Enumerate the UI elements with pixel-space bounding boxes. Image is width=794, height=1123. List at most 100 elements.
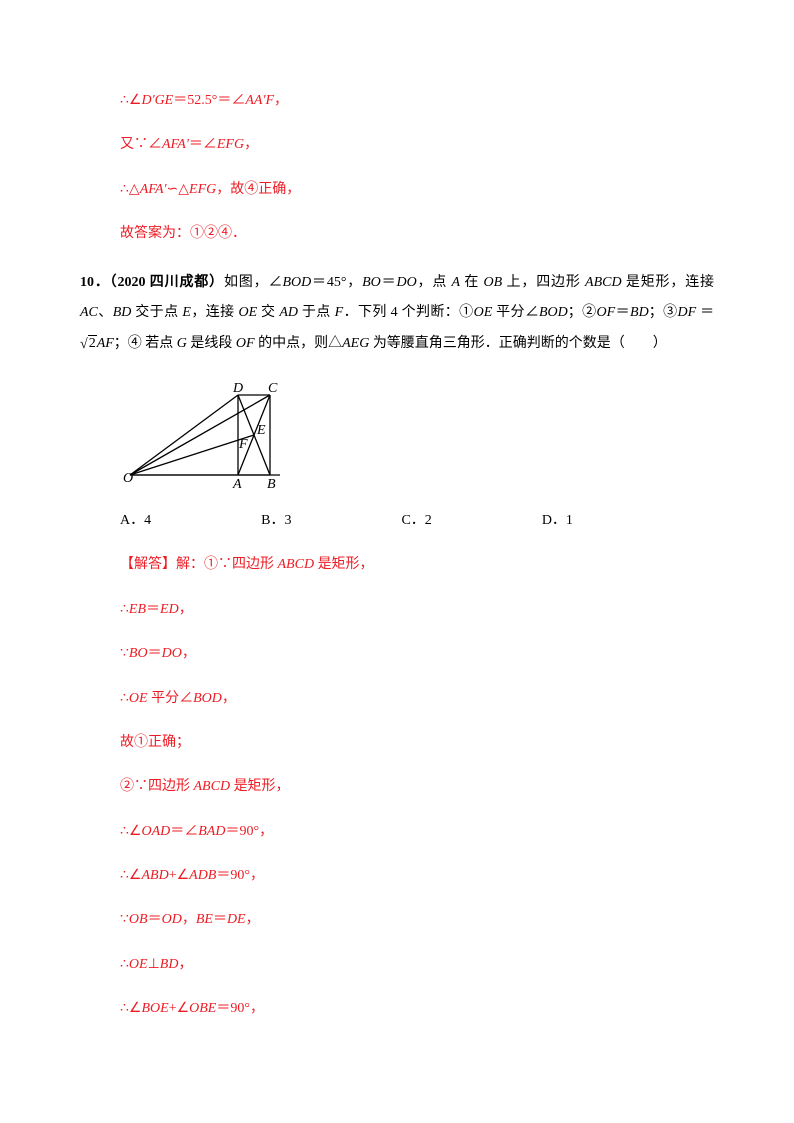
text: ＝ [615, 305, 630, 320]
var: BD [113, 305, 132, 320]
var: EFG [217, 137, 244, 152]
text: ， [179, 602, 193, 617]
label-C: C [268, 381, 278, 396]
var: AFA' [140, 182, 167, 197]
var: ABCD [585, 275, 622, 290]
diagram-svg: O A B C D E F [120, 380, 290, 490]
text: 故①正确； [120, 735, 190, 750]
text: ＝ [146, 602, 160, 617]
text: 是矩形， [314, 557, 374, 572]
text: ∴△ [120, 182, 140, 197]
options-row: A．4 B．3 C．2 D．1 [80, 510, 714, 532]
text: 【解答】 [120, 557, 176, 572]
text: ⊥ [148, 957, 160, 972]
solution-line-4: 故①正确； [80, 732, 714, 754]
text: ， [222, 691, 236, 706]
text: 若点 [145, 336, 177, 351]
text: ②∵四边形 [120, 779, 194, 794]
text: 的中点，则△ [255, 336, 343, 351]
var: A [452, 275, 461, 290]
var: AF [97, 336, 114, 351]
var: AEG [342, 336, 369, 351]
text: ＝ [381, 275, 397, 290]
text: ＝ [696, 305, 714, 320]
var: BO [362, 275, 381, 290]
problem-number: 10． [80, 275, 110, 290]
text: ＝45°， [311, 275, 362, 290]
option-b: B．3 [261, 510, 291, 532]
var: F [335, 305, 344, 320]
var: EB [129, 602, 146, 617]
text: ＝ [148, 912, 162, 927]
text: ；④ [114, 336, 142, 351]
text: ；② [568, 305, 597, 320]
solution-line-8: ∵OB＝OD，BE＝DE， [80, 909, 714, 931]
var: OF [236, 336, 255, 351]
text: ＝90°， [216, 868, 264, 883]
solution-line-7: ∴∠ABD+∠ADB＝90°， [80, 865, 714, 887]
text: ∵ [120, 646, 129, 661]
text: ∴∠ [120, 824, 141, 839]
text: 解：①∵四边形 [176, 557, 278, 572]
var: BOE [141, 1001, 168, 1016]
solution-header: 【解答】解：①∵四边形 ABCD 是矩形， [80, 554, 714, 576]
var: OE [474, 305, 493, 320]
intro-line-3: ∴△AFA'∽△EFG，故④正确， [80, 179, 714, 201]
text: ， [244, 137, 258, 152]
option-c: C．2 [401, 510, 431, 532]
text: ∴ [120, 691, 129, 706]
text: 上，四边形 [502, 275, 585, 290]
text: +∠ [169, 1001, 189, 1016]
var: OB [484, 275, 503, 290]
var: OB [129, 912, 148, 927]
text: 又∵∠ [120, 137, 162, 152]
text: 为等腰直角三角形．正确判断的个数是（ ） [369, 336, 667, 351]
text: ∵ [120, 912, 129, 927]
sqrt-value: 2 [88, 335, 97, 351]
text: 平分∠ [492, 305, 539, 320]
text: ， [246, 912, 260, 927]
var: BOD [282, 275, 311, 290]
var: AA'F [245, 93, 274, 108]
solution-line-6: ∴∠OAD＝∠BAD＝90°， [80, 821, 714, 843]
label-D: D [232, 381, 243, 396]
var: OE [129, 691, 148, 706]
option-d: D．1 [542, 510, 573, 532]
var: DE [227, 912, 246, 927]
text: +∠ [169, 868, 189, 883]
solution-line-10: ∴∠BOE+∠OBE＝90°， [80, 998, 714, 1020]
text: ＝∠ [189, 137, 217, 152]
label-B: B [267, 477, 276, 490]
label-A: A [232, 477, 242, 490]
text: ＝ [213, 912, 227, 927]
label-F: F [238, 437, 248, 452]
text: 交 [257, 305, 279, 320]
text: ∴∠ [120, 93, 141, 108]
text: 是线段 [187, 336, 236, 351]
var: OAD [141, 824, 170, 839]
solution-line-5: ②∵四边形 ABCD 是矩形， [80, 776, 714, 798]
text: 是矩形，连接 [622, 275, 714, 290]
var: ED [160, 602, 179, 617]
text: ．下列 4 个判断：① [343, 305, 473, 320]
var: EFG [189, 182, 216, 197]
label-O: O [123, 471, 133, 486]
text: ，故④正确， [216, 182, 300, 197]
text: ＝∠ [170, 824, 198, 839]
var: OD [162, 912, 182, 927]
intro-line-2: 又∵∠AFA'＝∠EFG， [80, 134, 714, 156]
text: 、 [98, 305, 113, 320]
text: ∴ [120, 602, 129, 617]
var: BD [160, 957, 179, 972]
text: ∴ [120, 957, 129, 972]
text: 在 [460, 275, 483, 290]
option-a: A．4 [120, 510, 151, 532]
solution-line-3: ∴OE 平分∠BOD， [80, 688, 714, 710]
text: ，点 [417, 275, 452, 290]
var: OE [129, 957, 148, 972]
var: ABCD [278, 557, 315, 572]
text: ＝ [148, 646, 162, 661]
geometry-figure: O A B C D E F [80, 380, 714, 490]
text: ＝52.5°＝∠ [173, 93, 245, 108]
var: DO [396, 275, 416, 290]
